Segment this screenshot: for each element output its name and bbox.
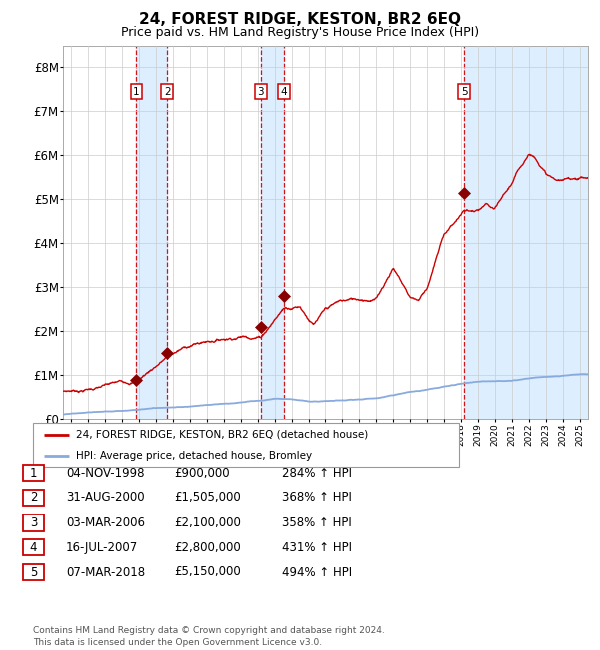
Text: 4: 4	[30, 541, 37, 554]
Text: 4: 4	[281, 86, 287, 97]
FancyBboxPatch shape	[23, 514, 44, 531]
Bar	[260, 46, 284, 419]
Text: 284% ↑ HPI: 284% ↑ HPI	[282, 467, 352, 480]
Text: 07-MAR-2018: 07-MAR-2018	[66, 566, 145, 578]
Text: 368% ↑ HPI: 368% ↑ HPI	[282, 491, 352, 504]
FancyBboxPatch shape	[23, 539, 44, 556]
Text: Contains HM Land Registry data © Crown copyright and database right 2024.
This d: Contains HM Land Registry data © Crown c…	[33, 626, 385, 647]
FancyBboxPatch shape	[23, 489, 44, 506]
Text: 2: 2	[30, 491, 37, 504]
Text: £2,100,000: £2,100,000	[174, 516, 241, 529]
Text: 358% ↑ HPI: 358% ↑ HPI	[282, 516, 352, 529]
Text: HPI: Average price, detached house, Bromley: HPI: Average price, detached house, Brom…	[76, 450, 312, 461]
Text: 24, FOREST RIDGE, KESTON, BR2 6EQ (detached house): 24, FOREST RIDGE, KESTON, BR2 6EQ (detac…	[76, 430, 368, 440]
Text: 04-NOV-1998: 04-NOV-1998	[66, 467, 145, 480]
Text: 5: 5	[30, 566, 37, 578]
FancyBboxPatch shape	[33, 422, 459, 467]
Text: £1,505,000: £1,505,000	[174, 491, 241, 504]
Text: 1: 1	[133, 86, 140, 97]
Text: 24, FOREST RIDGE, KESTON, BR2 6EQ: 24, FOREST RIDGE, KESTON, BR2 6EQ	[139, 12, 461, 27]
Text: 431% ↑ HPI: 431% ↑ HPI	[282, 541, 352, 554]
Bar	[464, 46, 588, 419]
Text: 3: 3	[257, 86, 264, 97]
Text: Price paid vs. HM Land Registry's House Price Index (HPI): Price paid vs. HM Land Registry's House …	[121, 26, 479, 39]
Bar	[136, 46, 167, 419]
Text: £900,000: £900,000	[174, 467, 230, 480]
Text: 1: 1	[30, 467, 37, 480]
Text: 31-AUG-2000: 31-AUG-2000	[66, 491, 145, 504]
FancyBboxPatch shape	[23, 564, 44, 580]
Text: £5,150,000: £5,150,000	[174, 566, 241, 578]
Text: 3: 3	[30, 516, 37, 529]
Text: 16-JUL-2007: 16-JUL-2007	[66, 541, 138, 554]
Text: 03-MAR-2006: 03-MAR-2006	[66, 516, 145, 529]
Text: 5: 5	[461, 86, 467, 97]
Text: 2: 2	[164, 86, 170, 97]
Text: £2,800,000: £2,800,000	[174, 541, 241, 554]
FancyBboxPatch shape	[23, 465, 44, 482]
Text: 494% ↑ HPI: 494% ↑ HPI	[282, 566, 352, 578]
